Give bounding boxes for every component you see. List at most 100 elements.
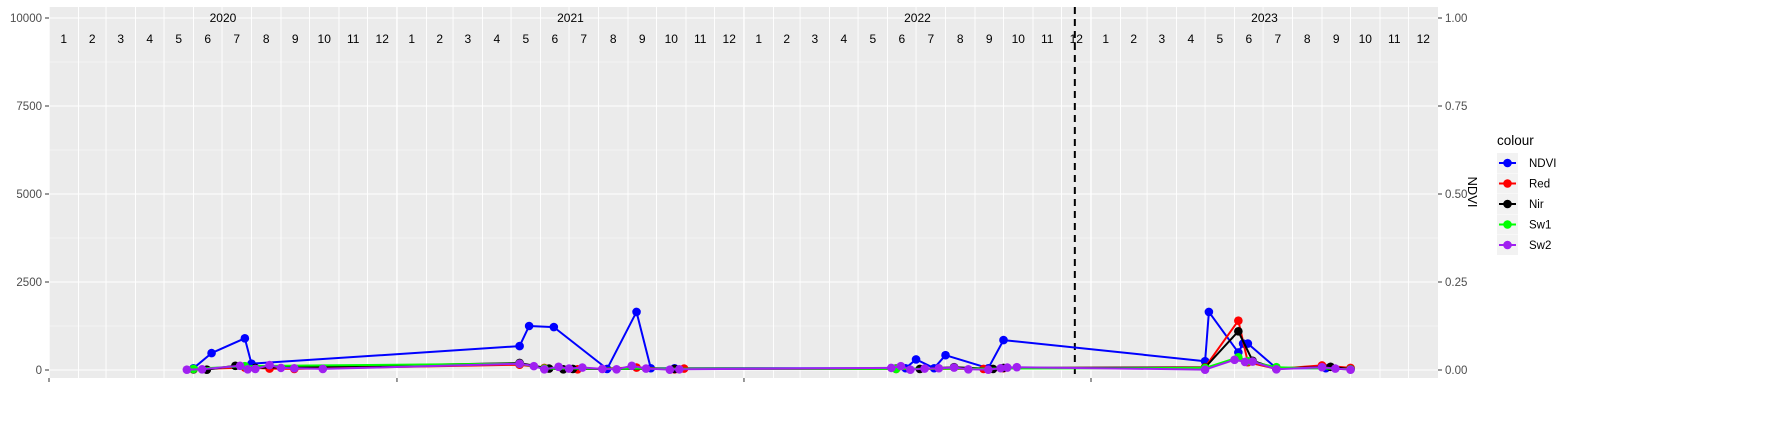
month-label: 12 <box>376 32 390 46</box>
month-label: 12 <box>1417 32 1431 46</box>
data-point-sw2 <box>578 363 587 372</box>
legend-label-ndvi: NDVI <box>1529 158 1556 170</box>
y-left-tick-label: 0 <box>36 365 42 377</box>
data-point-sw2 <box>984 365 993 374</box>
data-point-sw2 <box>920 364 929 373</box>
legend-key-point-nir <box>1503 199 1512 209</box>
y-left-tick-label: 10000 <box>10 13 42 25</box>
data-point-sw2 <box>887 363 896 373</box>
data-point-sw2 <box>665 365 675 374</box>
month-label: 1 <box>60 32 67 46</box>
month-label: 3 <box>464 32 471 46</box>
month-label: 3 <box>1158 32 1165 46</box>
data-point-sw2 <box>540 364 549 374</box>
data-point-sw2 <box>612 364 621 374</box>
data-point-sw2 <box>289 363 299 373</box>
y-right-tick-label: 0.75 <box>1445 101 1467 113</box>
data-point-sw2 <box>265 360 274 370</box>
month-label: 1 <box>408 32 415 46</box>
month-label: 10 <box>665 32 679 46</box>
month-label: 6 <box>551 32 558 46</box>
data-point-red <box>1234 316 1243 326</box>
data-point-sw2 <box>243 364 253 374</box>
data-point-sw2 <box>276 363 286 373</box>
data-point-sw2 <box>598 364 607 374</box>
month-label: 8 <box>1304 32 1311 46</box>
month-label: 8 <box>957 32 964 46</box>
month-label: 3 <box>117 32 124 46</box>
data-point-ndvi <box>240 334 250 343</box>
legend-layer: colour NDVI Red Nir Sw1 Sw2 <box>1497 133 1556 255</box>
month-label: 2 <box>436 32 443 46</box>
legend-label-sw2: Sw2 <box>1529 240 1551 252</box>
month-label: 9 <box>1333 32 1340 46</box>
month-label: 2 <box>89 32 96 46</box>
data-point-sw2 <box>197 364 207 374</box>
y-right-tick-label: 0.50 <box>1445 189 1467 201</box>
data-point-sw2 <box>1346 365 1355 374</box>
month-label: 6 <box>898 32 905 46</box>
month-label: 8 <box>610 32 617 46</box>
y-left-tick-label: 7500 <box>16 101 42 113</box>
data-point-sw2 <box>906 365 915 374</box>
month-label: 9 <box>986 32 993 46</box>
month-label: 5 <box>1216 32 1223 46</box>
month-label: 11 <box>1388 32 1401 46</box>
month-label: 12 <box>723 32 737 46</box>
data-point-ndvi <box>515 341 524 351</box>
month-label: 5 <box>869 32 876 46</box>
month-label: 11 <box>1041 32 1054 46</box>
data-point-sw2 <box>949 363 959 372</box>
data-point-ndvi <box>911 355 921 364</box>
month-label: 12 <box>1070 32 1084 46</box>
legend-title: colour <box>1497 133 1534 148</box>
data-point-sw2 <box>564 364 574 373</box>
y-right-tick-label: 0.25 <box>1445 277 1467 289</box>
data-point-sw2 <box>1248 357 1257 366</box>
data-point-sw2 <box>1317 362 1327 372</box>
month-label: 10 <box>318 32 332 46</box>
data-point-nir <box>1234 326 1243 336</box>
month-label: 6 <box>1245 32 1252 46</box>
month-label: 2 <box>1130 32 1137 46</box>
month-label: 2 <box>783 32 790 46</box>
y-left-tick-label: 5000 <box>16 189 42 201</box>
data-point-sw2 <box>318 364 328 374</box>
month-label: 8 <box>263 32 270 46</box>
month-label: 5 <box>522 32 529 46</box>
grid-layer <box>48 7 1438 378</box>
data-point-ndvi <box>549 322 559 332</box>
month-label: 4 <box>1187 32 1194 46</box>
month-label: 9 <box>292 32 299 46</box>
month-label: 7 <box>1274 32 1281 46</box>
data-point-sw2 <box>1230 355 1239 365</box>
data-point-ndvi <box>207 348 216 358</box>
data-point-sw2 <box>251 364 260 374</box>
legend-key-point-sw1 <box>1503 220 1512 229</box>
month-label: 10 <box>1359 32 1373 46</box>
month-label: 4 <box>146 32 153 46</box>
month-label: 3 <box>811 32 818 46</box>
data-point-sw2 <box>996 363 1005 373</box>
data-point-ndvi <box>941 350 950 360</box>
month-label: 7 <box>927 32 934 46</box>
data-point-ndvi <box>632 307 641 317</box>
legend-label-red: Red <box>1529 179 1550 191</box>
data-point-sw2 <box>1003 363 1012 372</box>
year-label: 2021 <box>557 11 584 25</box>
data-point-sw2 <box>627 361 637 371</box>
y-left-tick-label: 2500 <box>16 277 42 289</box>
month-label: 6 <box>204 32 211 46</box>
data-point-sw2 <box>515 359 524 368</box>
data-point-ndvi <box>999 335 1008 345</box>
data-point-sw2 <box>1331 364 1340 373</box>
month-label: 1 <box>1102 32 1109 46</box>
legend-label-sw1: Sw1 <box>1529 220 1551 232</box>
data-point-ndvi <box>1204 307 1214 317</box>
month-label: 7 <box>580 32 587 46</box>
month-label: 7 <box>233 32 240 46</box>
data-point-sw2 <box>529 361 539 371</box>
series-layer <box>182 7 1355 378</box>
legend-key-point-ndvi <box>1503 158 1512 168</box>
